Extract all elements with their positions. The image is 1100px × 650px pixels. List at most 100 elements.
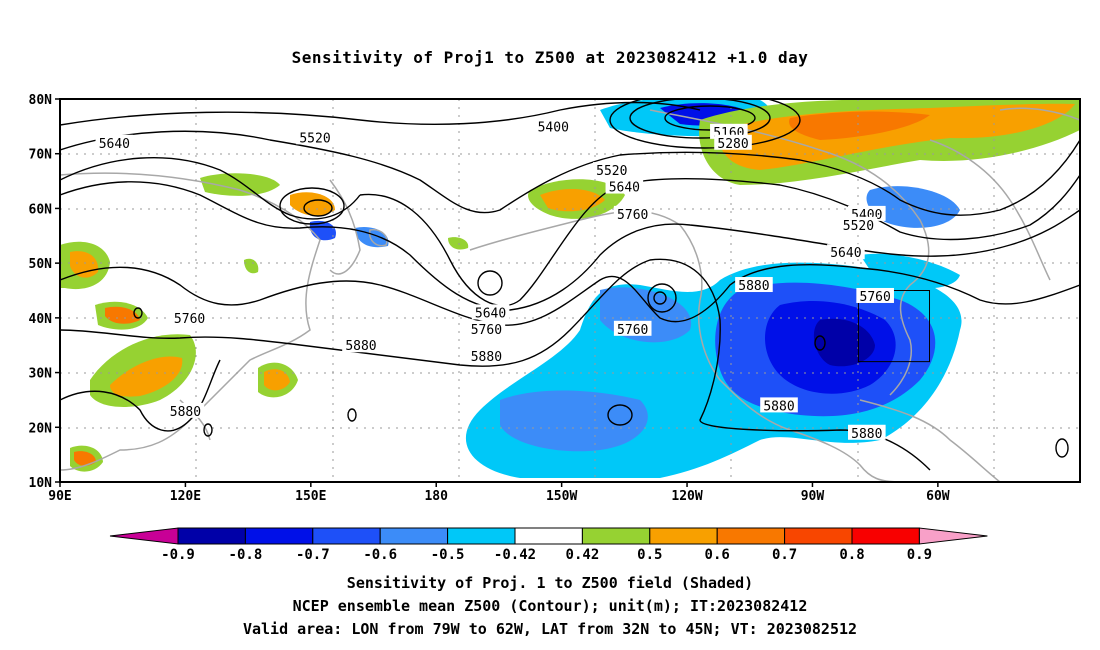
- contour-label-bg: [848, 424, 886, 440]
- contour-label-bg: [342, 337, 380, 353]
- contour-label-bg: [593, 162, 631, 178]
- lat-label: 70N: [29, 148, 53, 163]
- footer-line-2: NCEP ensemble mean Z500 (Contour); unit(…: [292, 597, 808, 615]
- longitude-labels: 90E 120E 150E 180 150W 120W 90W 60W: [48, 482, 950, 504]
- lon-label: 150E: [295, 489, 326, 504]
- colorbar-swatch: [716, 527, 786, 545]
- lon-label: 120E: [170, 489, 201, 504]
- contour-label: 5640: [99, 137, 130, 152]
- lon-label: 150W: [546, 489, 577, 504]
- valid-area-box: [857, 290, 931, 363]
- negative-sensitivity-region: [813, 318, 875, 367]
- contour-label: 5880: [763, 399, 794, 414]
- positive-sensitivity-region: [789, 111, 930, 140]
- lon-label: 90W: [801, 489, 825, 504]
- positive-sensitivity-region: [200, 173, 280, 196]
- colorbar-swatch: [851, 527, 920, 545]
- negative-sensitivity-region: [500, 390, 648, 452]
- contour-label: 5880: [851, 427, 882, 442]
- negative-sensitivity-region: [866, 186, 960, 228]
- contour-label-bg: [839, 216, 878, 232]
- contour-label: 5880: [471, 350, 502, 365]
- colorbar-swatch: [649, 527, 718, 545]
- lon-label: 120W: [671, 489, 702, 504]
- contour-label-bg: [856, 287, 894, 303]
- colorbar-label: 0.9: [907, 547, 932, 563]
- colorbar-swatch: [581, 527, 651, 545]
- contour-label-bg: [613, 320, 652, 336]
- contour-label-bg: [735, 277, 773, 293]
- colorbar-label: 0.7: [772, 547, 797, 563]
- colorbar-swatch: [784, 527, 853, 545]
- contour-label-bg: [605, 178, 644, 194]
- contour-label: 5880: [170, 405, 201, 420]
- lon-label: 90E: [48, 489, 71, 504]
- contour-label: 5880: [738, 279, 769, 294]
- positive-sensitivity-region: [290, 192, 335, 216]
- negative-sensitivity-region: [860, 253, 960, 289]
- colorbar-high-arrow: [918, 527, 988, 545]
- positive-sensitivity-region: [264, 369, 290, 391]
- contour-label: 5640: [609, 181, 640, 196]
- lon-label: 60W: [926, 489, 950, 504]
- lat-label: 40N: [29, 312, 53, 327]
- colorbar-swatch: [447, 527, 516, 545]
- colorbar-low-arrow: [109, 527, 179, 545]
- colorbar-label: 0.6: [705, 547, 730, 563]
- lat-label: 10N: [29, 476, 53, 491]
- contour-label-bg: [534, 118, 573, 134]
- lon-label: 180: [424, 489, 448, 504]
- colorbar-swatch: [379, 527, 449, 545]
- colorbar-swatch: [244, 527, 314, 545]
- contour-label: 5760: [617, 208, 648, 223]
- colorbar-label: -0.6: [363, 547, 397, 563]
- contour-label: 5640: [830, 246, 861, 261]
- footer-line-3: Valid area: LON from 79W to 62W, LAT fro…: [242, 620, 858, 638]
- latitude-labels: 80N 70N 60N 50N 40N 30N 20N 10N: [29, 93, 60, 491]
- positive-sensitivity-region: [448, 237, 469, 250]
- contour-label-bg: [760, 397, 798, 413]
- colorbar-label: 0.42: [566, 547, 600, 563]
- map-frame: [59, 98, 1081, 483]
- contour-label-bg: [467, 320, 506, 336]
- positive-sensitivity-region: [244, 258, 259, 274]
- coastlines: [60, 107, 1080, 482]
- lat-label: 60N: [29, 202, 53, 217]
- positive-sensitivity-region: [110, 356, 183, 397]
- colorbar-label: 0.8: [839, 547, 864, 563]
- positive-sensitivity-region: [74, 451, 96, 466]
- contour-label: 5760: [860, 290, 891, 305]
- contour-label: 5760: [174, 312, 205, 327]
- colorbar-label: -0.9: [161, 547, 195, 563]
- contour-label-bg: [296, 129, 334, 145]
- contour-label: 5520: [596, 164, 627, 179]
- contour-label-bg: [95, 134, 134, 150]
- positive-sensitivity-region: [105, 306, 140, 324]
- contour-label-bg: [467, 348, 506, 364]
- contour-label-bg: [166, 402, 205, 418]
- colorbar-label: -0.42: [494, 547, 536, 563]
- contour-label-bg: [714, 134, 752, 150]
- colorbar-label: -0.8: [229, 547, 263, 563]
- colorbar: -0.9 -0.8 -0.7 -0.6 -0.5 -0.42 0.42 0.5 0.6 0.7 0.…: [109, 527, 988, 563]
- graticule: [60, 99, 1080, 482]
- lat-label: 50N: [29, 257, 53, 272]
- contour-label-bg: [827, 244, 865, 260]
- contour-label: 5520: [299, 131, 330, 146]
- colorbar-swatch: [312, 527, 381, 545]
- colorbar-label: -0.7: [296, 547, 330, 563]
- contour-label: 5520: [843, 219, 874, 234]
- z500-contours: [60, 99, 1080, 471]
- contour-label: 5880: [345, 339, 376, 354]
- footer-line-1: Sensitivity of Proj. 1 to Z500 field (Sh…: [346, 574, 754, 592]
- colorbar-label: -0.5: [431, 547, 465, 563]
- colorbar-swatch: [177, 527, 246, 545]
- contour-label: 5280: [717, 137, 748, 152]
- map-title: Sensitivity of Proj1 to Z500 at 20230824…: [291, 48, 809, 67]
- lat-label: 80N: [29, 93, 53, 108]
- lat-label: 20N: [29, 421, 53, 436]
- lat-label: 30N: [29, 367, 53, 382]
- contour-label: 5760: [471, 323, 502, 338]
- contour-label: 5760: [617, 323, 648, 338]
